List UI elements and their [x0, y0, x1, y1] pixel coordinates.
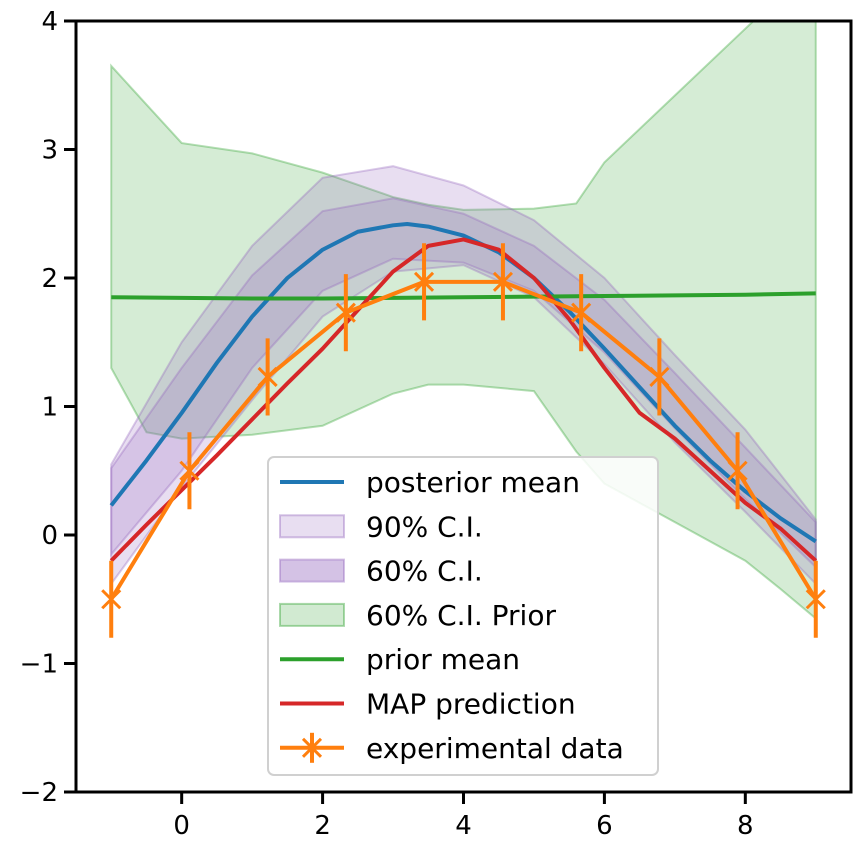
x-tick-label: 0 [173, 811, 190, 841]
y-tick-label: 0 [41, 521, 58, 551]
data-point-marker [335, 302, 356, 323]
data-point-marker [257, 366, 278, 388]
data-point-marker [492, 271, 514, 292]
data-point-marker [571, 302, 592, 323]
legend-box [267, 456, 659, 776]
line-posterior-mean [109, 222, 817, 544]
line-prior-mean [111, 291, 816, 301]
legend-label: MAP prediction [366, 688, 576, 721]
data-point-marker [413, 271, 435, 292]
legend-label: prior mean [366, 643, 520, 676]
y-axis: −2 −1 0 1 2 3 4 [20, 7, 76, 808]
experimental-data-line [109, 279, 818, 601]
legend-label: posterior mean [366, 466, 580, 499]
y-tick-label: 1 [41, 393, 58, 423]
line-map-prediction [109, 237, 818, 563]
legend-label: 90% C.I. [366, 510, 483, 543]
legend-label: experimental data [366, 732, 624, 765]
x-tick-label: 4 [455, 811, 472, 841]
data-point-marker [805, 589, 826, 610]
legend-handle [301, 737, 323, 758]
x-tick-label: 8 [737, 811, 754, 841]
legend-label: 60% C.I. [366, 555, 483, 588]
y-tick-label: −2 [20, 778, 58, 808]
data-point-marker [649, 366, 670, 388]
x-tick-label: 2 [314, 811, 331, 841]
legend-handle [279, 514, 345, 539]
data-point-marker [101, 589, 122, 610]
data-point-marker [179, 460, 200, 481]
legend-handle [279, 602, 345, 627]
x-axis: 0 2 4 6 8 [173, 792, 754, 841]
y-tick-label: 3 [41, 136, 58, 166]
legend: posterior mean 90% C.I. 60% C.I. 60% C.I. P… [267, 456, 659, 776]
legend-label: 60% C.I. Prior [366, 599, 556, 632]
data-point-marker [727, 460, 748, 481]
x-tick-label: 6 [596, 811, 613, 841]
experimental-data [101, 243, 826, 638]
y-tick-label: −1 [20, 650, 58, 680]
y-tick-label: 2 [41, 264, 58, 294]
series-lines [109, 222, 818, 563]
y-tick-label: 4 [41, 7, 58, 37]
legend-handle [279, 558, 345, 583]
